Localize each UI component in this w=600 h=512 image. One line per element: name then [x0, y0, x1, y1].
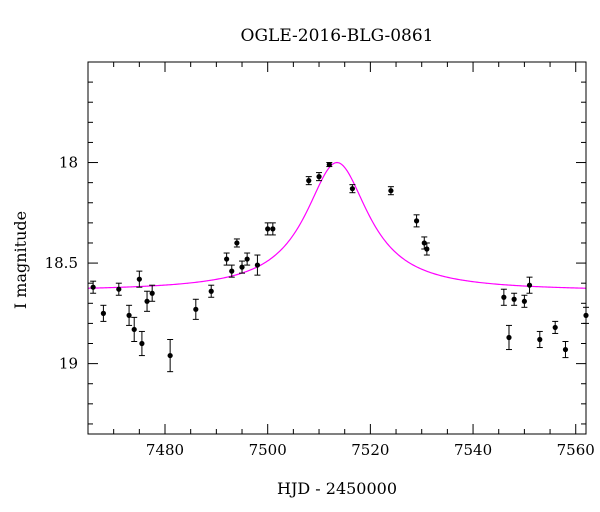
point-marker: [388, 188, 394, 194]
y-tick-label: 18.5: [45, 254, 78, 272]
data-point: [413, 214, 420, 228]
y-tick-label: 19: [59, 355, 78, 373]
y-axis-label: I magnitude: [11, 211, 30, 309]
point-marker: [552, 324, 558, 331]
point-marker: [306, 178, 312, 184]
data-point: [254, 254, 261, 276]
data-point: [244, 252, 251, 266]
data-point: [500, 288, 507, 306]
point-marker: [144, 298, 150, 304]
data-point: [131, 316, 138, 343]
data-point: [167, 338, 174, 373]
data-point: [269, 222, 276, 236]
data-point: [138, 330, 145, 357]
chart-title: OGLE-2016-BLG-0861: [241, 26, 434, 46]
point-marker: [537, 336, 543, 343]
data-point: [305, 176, 312, 186]
point-marker: [239, 264, 245, 270]
point-marker: [562, 346, 569, 353]
data-point: [149, 284, 156, 302]
point-marker: [424, 246, 430, 252]
point-marker: [229, 268, 235, 274]
data-point: [511, 292, 518, 306]
point-marker: [234, 240, 240, 246]
point-marker: [254, 262, 261, 268]
point-marker: [265, 226, 271, 232]
point-marker: [224, 256, 230, 262]
point-marker: [501, 294, 507, 300]
point-marker: [349, 186, 356, 192]
x-tick-label: 7560: [557, 441, 595, 459]
data-point: [552, 320, 559, 334]
x-axis-label: HJD - 2450000: [277, 479, 397, 498]
data-point: [349, 184, 356, 194]
data-point: [90, 280, 97, 294]
tick-labels: 7480 7500 7520 7540 7560 18 18.5 19: [45, 154, 595, 459]
axis-ticks: [87, 61, 586, 434]
point-marker: [526, 282, 533, 288]
point-marker: [149, 290, 155, 296]
plot-frame: [87, 61, 587, 435]
data-point: [208, 284, 215, 298]
data-point: [562, 341, 569, 359]
data-point: [326, 161, 333, 168]
data-point: [526, 276, 533, 294]
data-point: [521, 294, 528, 308]
point-marker: [521, 298, 527, 304]
point-marker: [139, 340, 145, 347]
data-point: [228, 264, 235, 278]
data-points-layer: [90, 161, 589, 373]
data-point: [423, 242, 430, 256]
point-marker: [136, 276, 142, 282]
data-point: [100, 304, 107, 322]
data-point: [536, 330, 543, 349]
point-marker: [116, 286, 122, 292]
point-marker: [90, 284, 96, 290]
data-point: [505, 324, 512, 351]
point-marker: [511, 296, 517, 302]
data-point: [192, 298, 199, 320]
model-curve: [87, 161, 587, 289]
model-curve-layer: [87, 161, 587, 289]
data-point: [136, 270, 143, 288]
point-marker: [208, 288, 214, 294]
point-marker: [131, 326, 137, 333]
point-marker: [326, 161, 332, 168]
x-tick-label: 7540: [454, 441, 492, 459]
x-tick-label: 7500: [249, 441, 287, 459]
data-point: [239, 260, 246, 274]
point-marker: [126, 312, 132, 318]
data-point: [264, 222, 271, 236]
point-marker: [316, 174, 322, 180]
point-marker: [167, 352, 173, 359]
point-marker: [193, 306, 199, 312]
data-point: [126, 304, 133, 326]
data-point: [316, 172, 323, 182]
point-marker: [100, 310, 107, 316]
data-point: [233, 238, 240, 248]
data-point: [387, 186, 394, 196]
x-tick-label: 7480: [146, 441, 184, 459]
y-tick-label: 18: [59, 154, 78, 172]
point-marker: [270, 226, 276, 232]
data-point: [115, 282, 122, 296]
point-marker: [506, 334, 512, 341]
data-point: [223, 252, 230, 266]
point-marker: [244, 256, 250, 262]
x-tick-label: 7520: [351, 441, 389, 459]
data-point: [144, 290, 151, 312]
point-marker: [413, 218, 420, 224]
